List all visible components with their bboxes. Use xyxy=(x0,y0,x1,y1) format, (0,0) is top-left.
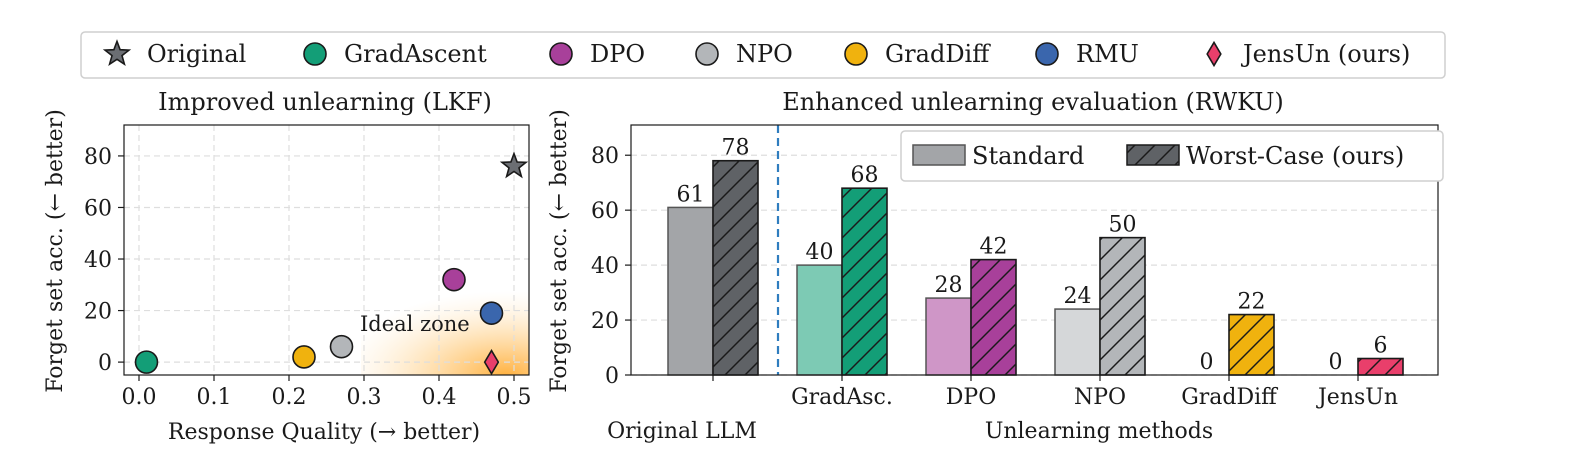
scatter-ytick-label: 0 xyxy=(98,351,112,376)
scatter-xtick-label: 0.3 xyxy=(347,385,382,410)
bar-standard-value-label: 24 xyxy=(1064,284,1092,309)
bar-legend-standard-label: Standard xyxy=(972,142,1084,170)
ideal-zone xyxy=(361,291,529,375)
scatter-xtick-label: 0.5 xyxy=(497,385,532,410)
scatter-ytick-label: 60 xyxy=(84,196,112,221)
bar-standard xyxy=(925,297,972,376)
scatter-ylabel: Forget set acc. (← better) xyxy=(43,109,68,393)
bar-standard-value-label: 0 xyxy=(1200,350,1214,375)
bar-worst-case-hatch xyxy=(712,159,759,376)
bar-title: Enhanced unlearning evaluation (RWKU) xyxy=(782,88,1284,116)
bar-legend: Standard Worst-Case (ours) xyxy=(900,130,1444,182)
legend-label: RMU xyxy=(1076,40,1139,68)
bar-frame xyxy=(630,124,1439,376)
scatter-point-jensun-ours- xyxy=(483,348,500,376)
scatter-point-gradascent xyxy=(134,350,159,374)
bar-worst-case-value-label: 50 xyxy=(1109,213,1137,238)
legend-label: GradAscent xyxy=(344,40,487,68)
bar-xlabel: Unlearning methods xyxy=(985,419,1213,444)
bar-ytick-label: 20 xyxy=(591,309,619,334)
bar-standard-value-label: 0 xyxy=(1329,350,1343,375)
bar-worst-case-value-label: 68 xyxy=(851,163,879,188)
legend-frame xyxy=(80,31,1446,79)
legend-marker-npo xyxy=(695,42,719,66)
bar-ytick-label: 0 xyxy=(605,364,619,389)
bar-worst-case-value-label: 42 xyxy=(980,235,1008,260)
legend-marker-rmu xyxy=(1035,42,1059,66)
bar-worst-case-hatch xyxy=(1099,236,1146,376)
bar-ytick-label: 40 xyxy=(591,254,619,279)
bar-legend-standard-swatch xyxy=(912,144,966,166)
scatter-point-npo xyxy=(329,334,354,359)
bar-ytick-label: 60 xyxy=(591,199,619,224)
bar-worst-case-hatch xyxy=(1228,313,1275,376)
bar-worst-case-value-label: 22 xyxy=(1238,290,1266,315)
scatter-point-rmu xyxy=(479,301,504,325)
scatter-ytick-label: 20 xyxy=(84,300,112,325)
scatter-point-graddiff xyxy=(292,345,316,369)
scatter-grid xyxy=(124,125,529,375)
bar-legend-worst-swatch-hatch xyxy=(1126,144,1180,166)
scatter-xtick-label: 0.1 xyxy=(197,385,232,410)
legend-label: DPO xyxy=(590,40,645,68)
bar-worst-case-hatch xyxy=(1357,357,1404,376)
bar-standard xyxy=(667,206,714,376)
bar-standard-value-label: 40 xyxy=(806,240,834,265)
bar-ytick-label: 80 xyxy=(591,144,619,169)
legend: Original GradAscent DPO NPO GradDiff RMU JensU… xyxy=(80,31,1446,79)
bar-worst-case-value-label: 6 xyxy=(1374,334,1388,359)
legend-label: JensUn (ours) xyxy=(1240,40,1410,68)
scatter-ticks: 0.0 0.1 0.2 0.3 0.4 0.5 0 20 40 60 80 xyxy=(84,145,532,410)
bar-chart: Enhanced unlearning evaluation (RWKU) 61… xyxy=(547,88,1444,444)
bar-standard-value-label: 61 xyxy=(677,182,705,207)
scatter-points xyxy=(134,151,529,376)
scatter-chart: Improved unlearning (LKF) 0.0 0.1 0.2 0.3 0.… xyxy=(43,88,532,445)
scatter-point-dpo xyxy=(442,267,466,292)
scatter-title: Improved unlearning (LKF) xyxy=(158,88,492,116)
bar-xtick-label: GradDiff xyxy=(1181,385,1278,410)
bar-legend-worst-label: Worst-Case (ours) xyxy=(1186,142,1404,170)
legend-marker-graddiff xyxy=(844,42,868,66)
scatter-xtick-label: 0.2 xyxy=(272,385,307,410)
bar-marks: 61 78 40 68 28 42 24 50 0 22 0 6 xyxy=(667,136,1404,376)
bar-xtick-label: DPO xyxy=(946,385,996,410)
bar-standard xyxy=(796,264,843,376)
bar-worst-case-value-label: 78 xyxy=(722,136,750,161)
legend-marker-gradascent xyxy=(303,42,327,66)
bar-xtick-label: JensUn xyxy=(1316,385,1398,410)
scatter-ytick-label: 80 xyxy=(84,145,112,170)
bar-worst-case-hatch xyxy=(841,187,888,376)
scatter-xtick-label: 0.0 xyxy=(122,385,157,410)
legend-marker-dpo xyxy=(549,42,573,66)
legend-marker-jensun-ours- xyxy=(1206,40,1222,68)
ideal-zone-label: Ideal zone xyxy=(360,312,470,336)
bar-original-label: Original LLM xyxy=(607,419,757,444)
scatter-ytick-label: 40 xyxy=(84,248,112,273)
legend-label: GradDiff xyxy=(885,40,991,68)
legend-label: Original xyxy=(147,40,246,68)
bar-xtick-label: NPO xyxy=(1074,385,1126,410)
scatter-xtick-label: 0.4 xyxy=(422,385,457,410)
legend-label: NPO xyxy=(736,40,793,68)
legend-marker-original xyxy=(102,39,132,67)
bar-ylabel: Forget set acc. (← better) xyxy=(547,109,572,393)
scatter-xlabel: Response Quality (→ better) xyxy=(168,420,480,445)
bar-standard xyxy=(1054,308,1101,376)
bar-xtick-label: GradAsc. xyxy=(791,385,893,410)
scatter-point-original xyxy=(499,151,529,179)
bar-standard-value-label: 28 xyxy=(935,273,963,298)
bar-worst-case-hatch xyxy=(970,258,1017,376)
scatter-frame xyxy=(123,124,530,376)
